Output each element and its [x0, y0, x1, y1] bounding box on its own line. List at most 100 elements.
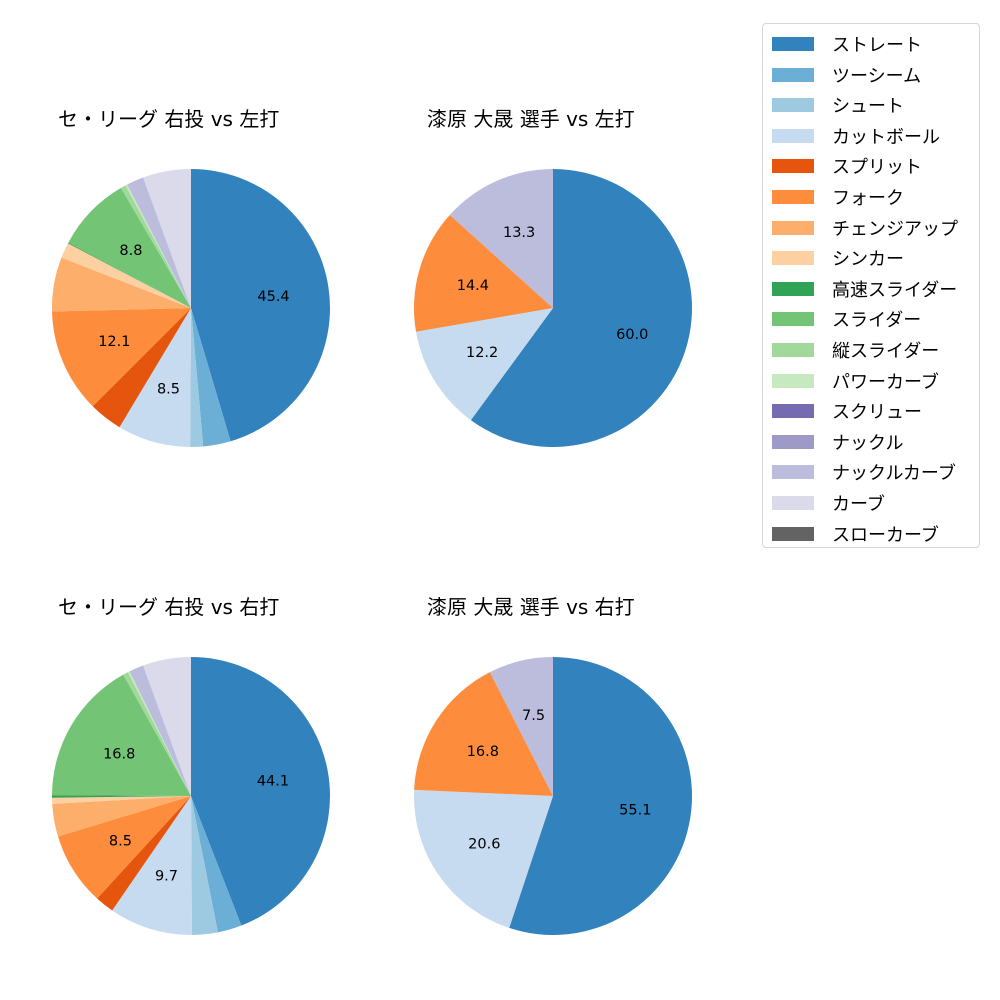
legend-label: シンカー	[832, 249, 904, 271]
chart-title: 漆原 大晟 選手 vs 右打	[427, 595, 635, 619]
pie-slice	[143, 657, 191, 796]
legend-swatch	[772, 98, 814, 113]
pie-slice	[58, 796, 191, 899]
chart-title: セ・リーグ 右投 vs 右打	[58, 595, 280, 619]
legend-item: シュート	[772, 93, 904, 117]
legend-item: カーブ	[772, 491, 885, 515]
legend-swatch	[772, 251, 814, 266]
legend-label: パワーカーブ	[832, 371, 939, 393]
pie-slice	[123, 672, 191, 796]
pie-slice	[119, 308, 191, 447]
legend-label: 高速スライダー	[832, 279, 958, 301]
legend-item: ナックル	[772, 430, 903, 454]
legend-item: スローカーブ	[772, 522, 939, 546]
legend-item: スプリット	[772, 154, 922, 178]
pie-slice	[67, 242, 191, 308]
legend-swatch	[772, 312, 814, 327]
legend-swatch	[772, 343, 814, 357]
legend-swatch	[772, 159, 814, 174]
legend-item: チェンジアップ	[772, 216, 958, 240]
pie-slice	[190, 308, 204, 447]
legend-swatch	[772, 37, 814, 51]
legend-label: チェンジアップ	[832, 218, 958, 240]
legend-label: スローカーブ	[832, 524, 939, 546]
legend-item: ナックルカーブ	[772, 460, 956, 484]
pie-slice	[489, 657, 553, 796]
legend-item: 縦スライダー	[772, 338, 939, 362]
pie-slice	[416, 308, 553, 421]
pie-slice	[191, 308, 231, 447]
chart-title: セ・リーグ 右投 vs 左打	[58, 107, 280, 131]
legend-item: パワーカーブ	[772, 369, 939, 393]
legend-swatch	[772, 526, 814, 541]
legend-swatch	[772, 496, 814, 510]
pie-slice	[191, 796, 218, 935]
pie-slice-label: 16.8	[103, 747, 135, 763]
pie-slice	[470, 169, 692, 447]
pie-slice-label: 20.6	[468, 836, 500, 852]
legend-item: スクリュー	[772, 399, 922, 423]
legend-item: シンカー	[772, 246, 904, 270]
legend-label: 縦スライダー	[832, 341, 940, 362]
pie-slice-label: 13.3	[503, 225, 535, 241]
pie-slice	[191, 796, 242, 933]
pie-slice	[414, 672, 553, 796]
legend-swatch	[772, 434, 814, 449]
legend-label: シュート	[832, 96, 904, 118]
legend-label: カーブ	[832, 494, 885, 515]
legend-label: ストレート	[832, 35, 922, 56]
pie-slice-label: 8.8	[119, 243, 142, 259]
legend-item: スライダー	[772, 307, 921, 331]
legend-swatch	[772, 465, 814, 480]
pie-slice	[52, 674, 191, 796]
legend-item: ストレート	[772, 32, 922, 56]
legend-item: 高速スライダー	[772, 277, 957, 301]
pie-slice	[92, 308, 191, 428]
pie-slice	[52, 257, 191, 312]
legend-label: ツーシーム	[832, 65, 922, 87]
pie-slice	[125, 184, 191, 308]
pie-slice	[143, 169, 191, 308]
chart-title: 漆原 大晟 選手 vs 左打	[427, 107, 635, 131]
pie-slice	[127, 177, 191, 308]
pie-slice	[414, 789, 553, 928]
legend: ストレートツーシームシュートカットボール スプリットフォークチェンジアップ シンカー…	[762, 23, 980, 548]
pie-slice	[449, 169, 553, 308]
pie-slice-label: 12.2	[466, 345, 498, 361]
legend-swatch	[772, 190, 814, 204]
legend-item: フォーク	[772, 185, 904, 209]
pie-slice-label: 12.1	[98, 334, 130, 350]
pie-slice	[51, 795, 191, 798]
pie-slice-label: 45.4	[257, 289, 289, 305]
pie-slice-label: 7.5	[522, 708, 545, 724]
legend-item: ツーシーム	[772, 63, 921, 87]
pie-slice	[509, 657, 693, 935]
pie-slice-label: 8.5	[109, 833, 132, 849]
legend-swatch	[772, 67, 814, 82]
legend-label: スプリット	[832, 157, 922, 179]
legend-label: スライダー	[832, 310, 922, 332]
legend-label: ナックルカーブ	[832, 463, 956, 485]
pie-slice	[414, 214, 553, 332]
pie-slice	[52, 796, 191, 837]
legend-swatch	[772, 281, 814, 296]
pie-slice-label: 8.5	[157, 381, 180, 397]
pie-slice	[120, 185, 191, 308]
pie-slice-label: 44.1	[257, 774, 289, 790]
pie-slice	[127, 671, 191, 796]
legend-label: カットボール	[832, 126, 940, 148]
legend-swatch	[772, 128, 814, 143]
pie-slice	[112, 796, 192, 935]
pie-slice-label: 9.7	[155, 869, 178, 885]
pie-slice-label: 60.0	[616, 327, 648, 343]
legend-label: スクリュー	[832, 402, 922, 424]
legend-label: ナックル	[832, 432, 904, 454]
pie-slice	[191, 168, 331, 442]
pie-slice	[129, 665, 191, 796]
legend-swatch	[772, 404, 814, 419]
pie-slice-label: 55.1	[619, 802, 651, 818]
pie-slice	[97, 796, 191, 911]
legend-label: フォーク	[832, 188, 904, 209]
